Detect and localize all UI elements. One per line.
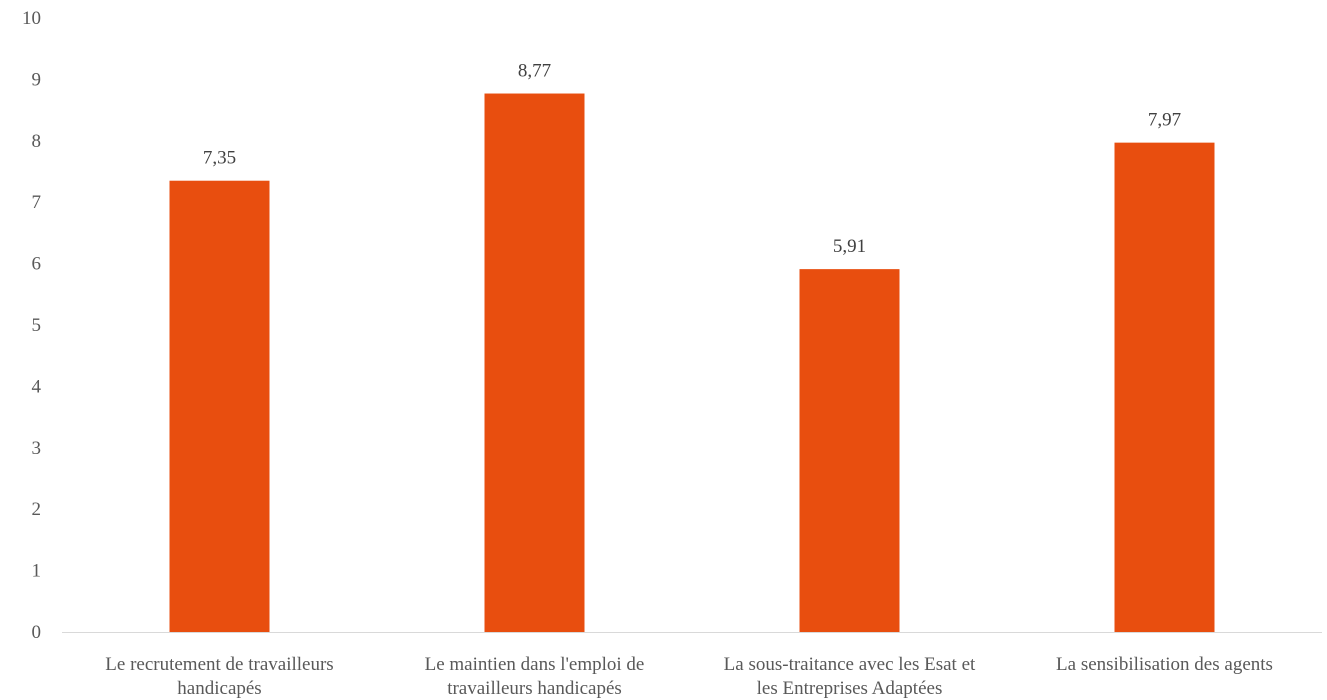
y-tick-label: 3 (32, 438, 42, 459)
y-tick-label: 1 (32, 561, 42, 582)
y-tick-label: 8 (32, 131, 42, 152)
y-tick-label: 5 (32, 315, 42, 336)
y-tick-label: 10 (22, 8, 41, 29)
bars (169, 93, 1215, 633)
bar (1114, 142, 1215, 632)
bar (169, 180, 270, 632)
bar (799, 269, 900, 632)
y-tick-label: 2 (32, 499, 42, 520)
bar (484, 93, 585, 633)
y-tick-label: 4 (32, 376, 42, 397)
y-tick-label: 0 (32, 622, 42, 643)
category-label: La sensibilisation des agents (1056, 654, 1273, 675)
category-label: Le recrutement de travailleurs handicapés (105, 654, 333, 699)
data-label: 7,97 (1148, 110, 1181, 131)
data-label: 5,91 (833, 236, 866, 257)
y-tick-label: 6 (32, 254, 42, 275)
y-tick-label: 7 (32, 192, 42, 213)
data-label: 7,35 (203, 148, 236, 169)
category-labels: Le recrutement de travailleurs handicapés… (105, 654, 1273, 699)
data-labels: 7,35 8,77 5,91 7,97 (203, 61, 1181, 258)
category-label: La sous-traitance avec les Esat et les En… (724, 654, 976, 699)
y-axis-ticks: 0 1 2 3 4 5 6 7 8 9 10 (22, 8, 42, 643)
category-label: Le maintien dans l'emploi de travailleurs… (425, 654, 645, 699)
data-label: 8,77 (518, 61, 551, 82)
y-tick-label: 9 (32, 69, 42, 90)
